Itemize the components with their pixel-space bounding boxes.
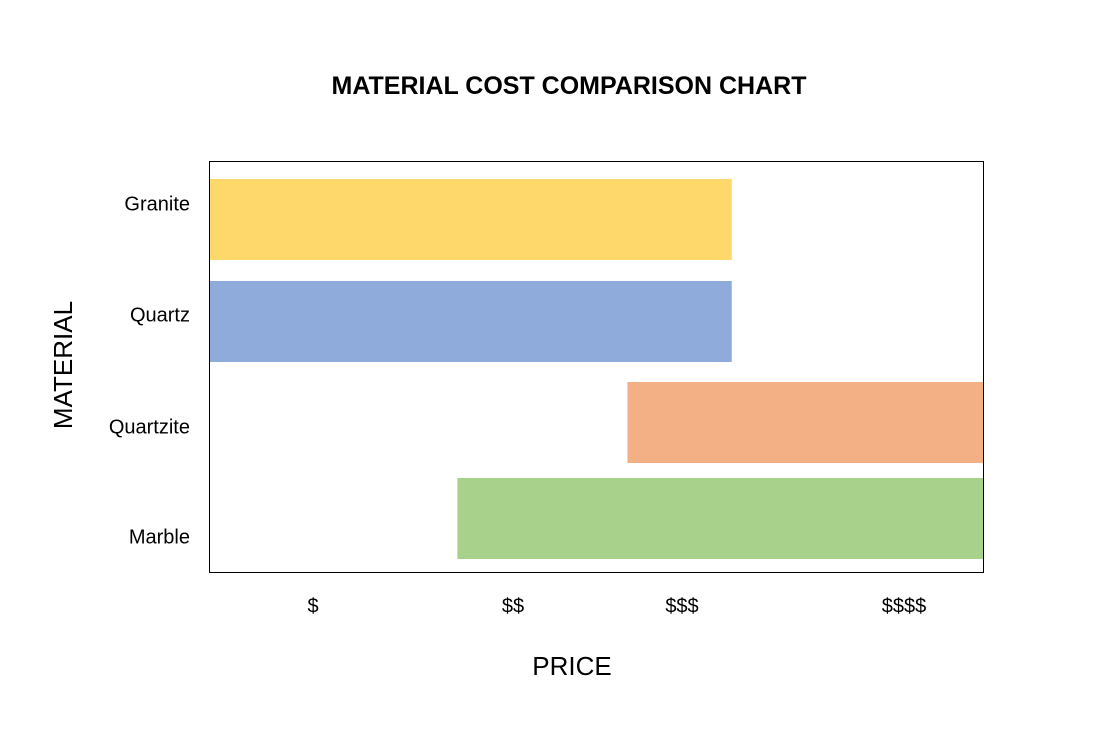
category-label-quartzite: Quartzite bbox=[109, 416, 190, 438]
bars-layer bbox=[210, 179, 983, 559]
bar-granite bbox=[210, 179, 732, 260]
category-label-marble: Marble bbox=[129, 526, 190, 548]
bar-quartzite bbox=[627, 382, 983, 463]
category-label-granite: Granite bbox=[124, 193, 190, 215]
chart-title: MATERIAL COST COMPARISON CHART bbox=[331, 72, 807, 100]
x-tick-label: $$$$ bbox=[882, 595, 927, 617]
x-tick-label: $$ bbox=[502, 595, 524, 617]
bar-quartz bbox=[210, 281, 732, 362]
x-axis-title: PRICE bbox=[532, 651, 611, 681]
x-tick-label: $ bbox=[307, 595, 318, 617]
x-tick-labels: $ $$ $$$ $$$$ bbox=[307, 595, 926, 617]
category-label-quartz: Quartz bbox=[130, 304, 190, 326]
y-axis-title: MATERIAL bbox=[48, 301, 78, 429]
category-labels: Granite Quartz Quartzite Marble bbox=[109, 193, 190, 548]
x-tick-label: $$$ bbox=[665, 595, 698, 617]
bar-marble bbox=[457, 478, 983, 559]
plot-area-border bbox=[209, 161, 984, 573]
